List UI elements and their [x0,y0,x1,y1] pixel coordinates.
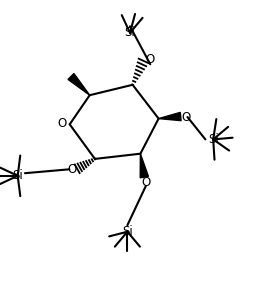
Text: O: O [146,53,155,66]
Polygon shape [68,74,90,95]
Text: Si: Si [12,169,23,182]
Polygon shape [140,154,148,178]
Text: Si: Si [122,225,133,238]
Text: O: O [142,176,151,189]
Text: Si: Si [208,133,219,146]
Text: O: O [67,163,77,176]
Text: Si: Si [125,26,135,39]
Polygon shape [159,112,181,121]
Text: O: O [181,110,191,124]
Text: O: O [58,117,67,130]
